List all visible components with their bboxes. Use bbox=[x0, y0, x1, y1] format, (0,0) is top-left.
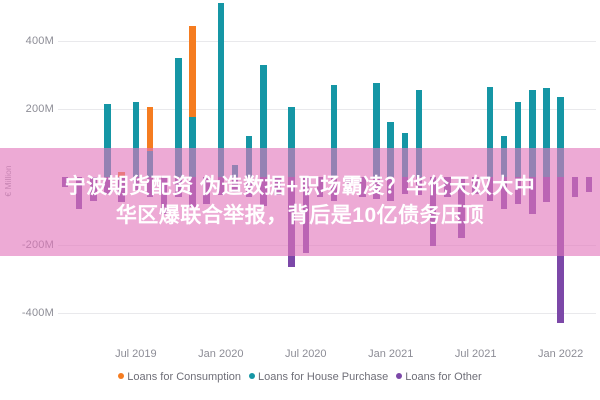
bar-segment-consumption bbox=[189, 25, 196, 118]
x-axis-tick-label: Jan 2021 bbox=[368, 348, 414, 360]
bar-segment-house-purchase bbox=[217, 3, 225, 177]
gridline bbox=[58, 40, 596, 42]
legend-label: Loans for Consumption bbox=[127, 371, 242, 384]
legend-item[interactable]: Loans for Consumption bbox=[118, 371, 241, 383]
x-axis-tick-label: Jul 2021 bbox=[454, 348, 497, 360]
bar-segment-house-purchase bbox=[175, 57, 182, 177]
legend-item[interactable]: Loans for House Purchase bbox=[249, 371, 388, 383]
bar-segment-house-purchase bbox=[330, 85, 338, 177]
legend-label: Loans for Other bbox=[405, 371, 482, 384]
x-axis-tick-label: Jul 2019 bbox=[115, 348, 157, 360]
x-axis-tick-label: Jan 2020 bbox=[198, 348, 244, 360]
overlay-headline-line-2: 华区爆联合举报，背后是10亿债务压顶 bbox=[115, 204, 485, 227]
legend-swatch-icon bbox=[396, 373, 403, 380]
bar-segment-house-purchase bbox=[132, 102, 140, 177]
legend-swatch-icon bbox=[249, 373, 256, 380]
x-axis-tick-label: Jul 2020 bbox=[284, 348, 327, 360]
bar-segment-house-purchase bbox=[104, 103, 111, 177]
bar-segment-house-purchase bbox=[486, 86, 494, 177]
bar-segment-house-purchase bbox=[189, 117, 196, 177]
bar-segment-house-purchase bbox=[529, 90, 536, 177]
x-axis-tick-label: Jan 2022 bbox=[537, 348, 584, 360]
bar-segment-house-purchase bbox=[373, 83, 380, 177]
legend-label: Loans for House Purchase bbox=[258, 371, 389, 384]
y-axis-tick-label: -400M bbox=[21, 306, 54, 319]
y-axis-tick-label: 200M bbox=[25, 102, 54, 115]
legend-item[interactable]: Loans for Other bbox=[396, 371, 482, 384]
chart-legend: Loans for Consumption Loans for House Pur… bbox=[0, 371, 600, 383]
overlay-text-banner: 宁波期货配资 伪造数据+职场霸凌？华伦天奴大中 华区爆联合举报，背后是10亿债务… bbox=[0, 148, 600, 256]
bar-segment-house-purchase bbox=[415, 90, 423, 177]
bar-segment-house-purchase bbox=[557, 96, 564, 177]
legend-swatch-icon bbox=[118, 373, 125, 380]
overlay-headline-line-1: 宁波期货配资 伪造数据+职场霸凌？华伦天奴大中 bbox=[64, 175, 536, 199]
bar-segment-house-purchase bbox=[514, 102, 522, 177]
bar-segment-house-purchase bbox=[260, 64, 267, 177]
bar-segment-house-purchase bbox=[288, 107, 295, 177]
bar-segment-house-purchase bbox=[543, 88, 550, 177]
gridline bbox=[58, 108, 596, 110]
gridline bbox=[58, 312, 596, 314]
y-axis-tick-label: 400M bbox=[25, 34, 54, 47]
bar-segment-consumption bbox=[146, 107, 154, 152]
